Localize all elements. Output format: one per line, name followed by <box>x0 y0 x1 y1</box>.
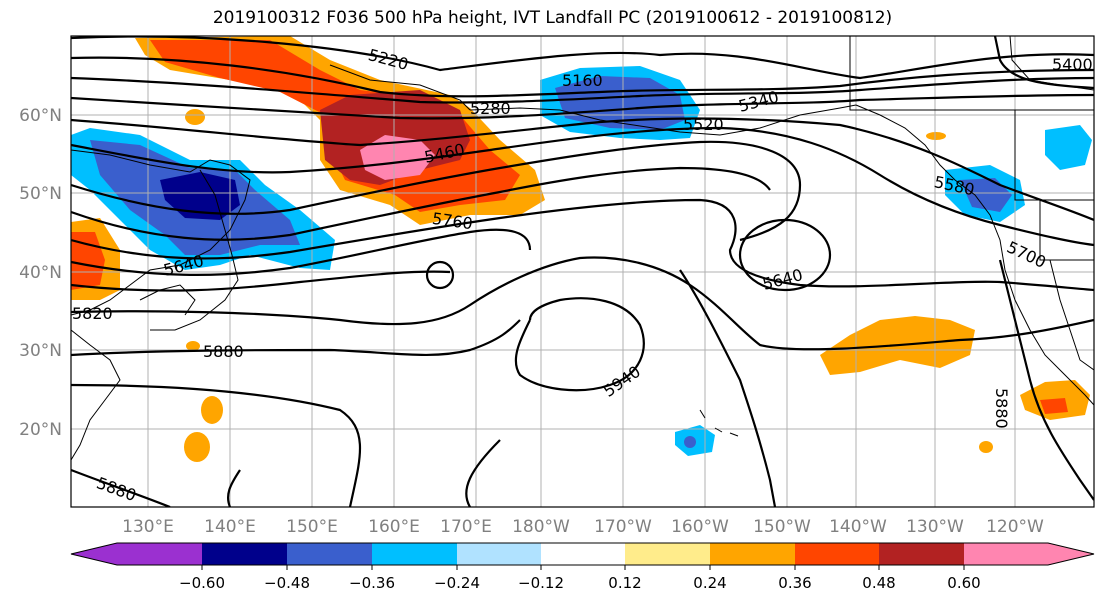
colorbar-tick-label: 0.24 <box>693 574 726 592</box>
colorbar-tick-label: 0.60 <box>947 574 980 592</box>
positive-anomaly-region <box>979 441 993 453</box>
lon-label: 150°W <box>753 517 811 537</box>
colorbar-bin <box>964 543 1048 565</box>
contour-label: 5400 <box>1052 55 1093 74</box>
negative-anomaly-region <box>684 436 696 448</box>
colorbar-tick-label: 0.12 <box>608 574 641 592</box>
lon-label: 130°E <box>122 517 174 537</box>
colorbar-bin <box>117 543 202 565</box>
lon-label: 140°W <box>829 517 887 537</box>
colorbar-tick-label: −0.24 <box>434 574 480 592</box>
lon-label: 170°E <box>440 517 492 537</box>
lat-label: 40°N <box>19 263 62 283</box>
map-panel: 5220 5160 5400 5280 5340 5520 5460 5580 … <box>70 35 1095 508</box>
colorbar-bin <box>457 543 541 565</box>
contour-label: 5280 <box>470 99 511 118</box>
colorbar-bin <box>879 543 964 565</box>
lon-label: 150°E <box>286 517 338 537</box>
lat-label: 20°N <box>19 420 62 440</box>
positive-anomaly-region <box>360 135 435 180</box>
positive-anomaly-region <box>201 396 223 424</box>
colorbar-bin <box>541 543 625 565</box>
lon-label: 160°E <box>368 517 420 537</box>
colorbar-bin <box>372 543 457 565</box>
lon-label: 170°W <box>594 517 652 537</box>
coastlines <box>71 36 1094 461</box>
colorbar-bin <box>710 543 795 565</box>
negative-anomaly-region <box>160 172 240 220</box>
negative-anomaly-region <box>1045 125 1092 170</box>
colorbar-extend-low <box>71 543 117 565</box>
colorbar-tick-label: −0.48 <box>264 574 310 592</box>
positive-anomaly-region <box>184 432 210 462</box>
lat-label: 60°N <box>19 106 62 126</box>
lon-label: 180°W <box>512 517 570 537</box>
colorbar-outline <box>70 542 1095 566</box>
longitude-labels: 130°E 140°E 150°E 160°E 170°E 180°W 170°… <box>122 517 1044 537</box>
contour-label: 5880 <box>992 388 1011 429</box>
colorbar-tick-label: 0.36 <box>778 574 811 592</box>
lat-label: 30°N <box>19 341 62 361</box>
lon-label: 140°E <box>204 517 256 537</box>
contour-label: 5160 <box>562 71 603 90</box>
contour-label: 5820 <box>72 304 113 323</box>
latitude-labels: 60°N 50°N 40°N 30°N 20°N <box>19 106 62 440</box>
height-contours <box>71 36 1094 507</box>
lat-label: 50°N <box>19 184 62 204</box>
colorbar-tick-label: 0.48 <box>862 574 895 592</box>
colorbar-extend-high <box>1048 543 1094 565</box>
colorbar-tick-label: −0.36 <box>349 574 395 592</box>
positive-anomaly-region <box>1040 398 1068 414</box>
lon-label: 160°W <box>671 517 729 537</box>
colorbar: −0.60 −0.48 −0.36 −0.24 −0.12 0.12 0.24 … <box>70 542 1095 592</box>
negative-anomaly-region <box>960 178 1012 212</box>
colorbar-bin <box>202 543 287 565</box>
positive-anomaly-region <box>186 341 200 351</box>
positive-anomaly-region <box>926 132 946 140</box>
lon-label: 130°W <box>906 517 964 537</box>
map-title: 2019100312 F036 500 hPa height, IVT Land… <box>212 8 893 28</box>
colorbar-bin <box>287 543 372 565</box>
colorbar-tick-label: −0.12 <box>518 574 564 592</box>
colorbar-bin <box>795 543 879 565</box>
colorbar-bin <box>625 543 710 565</box>
contour-label: 5880 <box>203 342 244 361</box>
positive-anomaly-region <box>185 109 205 125</box>
colorbar-tick-label: −0.60 <box>179 574 225 592</box>
contour-labels: 5220 5160 5400 5280 5340 5520 5460 5580 … <box>72 45 1093 505</box>
contour-label: 5520 <box>683 115 724 134</box>
lon-label: 120°W <box>986 517 1044 537</box>
